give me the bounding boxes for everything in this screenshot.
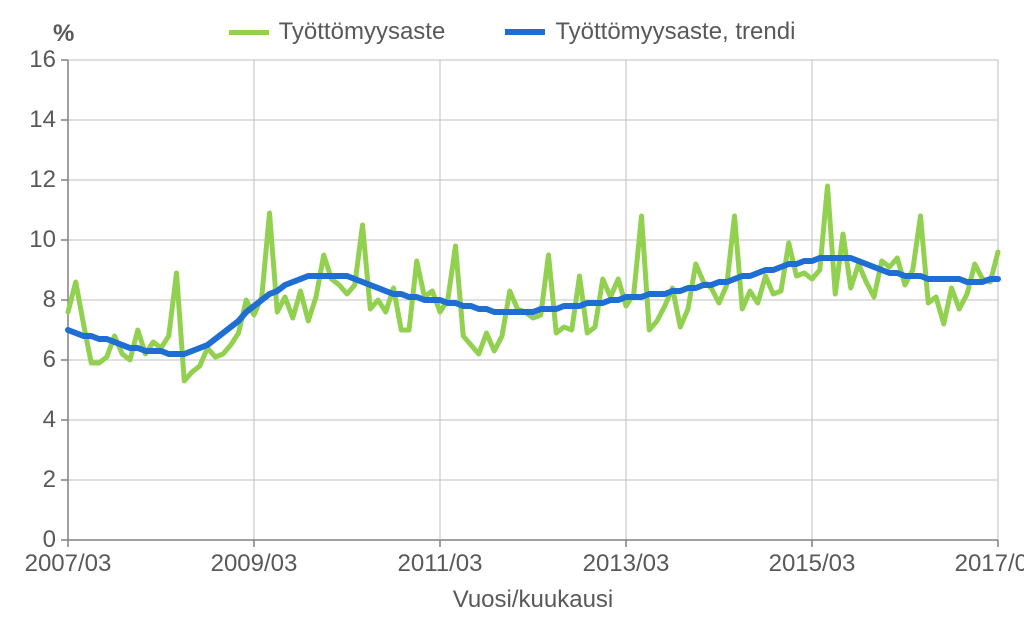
y-tick-label: 16: [29, 46, 56, 74]
y-tick-label: 4: [43, 406, 56, 434]
y-tick-label: 2: [43, 466, 56, 494]
chart-container: Työttömyysaste Työttömyysaste, trendi % …: [0, 0, 1024, 633]
y-tick-label: 8: [43, 286, 56, 314]
y-tick-label: 6: [43, 346, 56, 374]
y-tick-label: 14: [29, 106, 56, 134]
x-tick-label: 2007/03: [18, 550, 118, 578]
x-tick-label: 2017/03: [948, 550, 1024, 578]
y-tick-label: 10: [29, 226, 56, 254]
x-tick-label: 2011/03: [390, 550, 490, 578]
x-tick-label: 2009/03: [204, 550, 304, 578]
y-tick-label: 12: [29, 166, 56, 194]
chart-plot: [0, 0, 1024, 633]
x-tick-label: 2013/03: [576, 550, 676, 578]
x-axis-title: Vuosi/kuukausi: [68, 586, 998, 614]
x-tick-label: 2015/03: [762, 550, 862, 578]
